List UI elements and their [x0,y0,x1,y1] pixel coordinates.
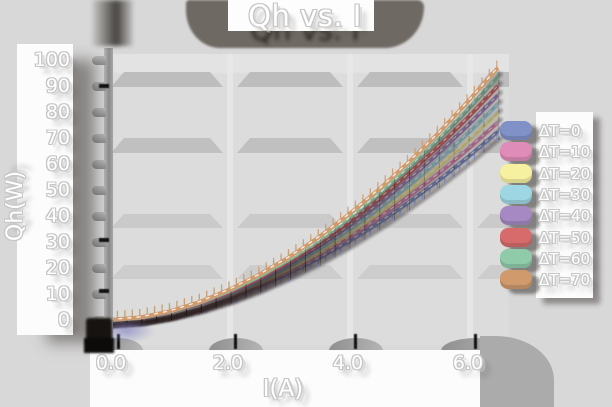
curve-ΔT=60 [108,76,499,322]
legend-entry-label: ΔT=10 [539,143,591,162]
y-tick-label: 100 [33,49,70,71]
y-tick-mark [92,108,106,117]
gridline-band [111,72,509,87]
y-tick-label: 30 [45,231,70,253]
curve-fur-shadow [126,70,500,326]
curve-shadow [111,71,503,328]
legend-entry-label: ΔT=40 [539,207,591,226]
legend-entry-label: ΔT=0 [539,122,581,140]
legend-swatch [500,142,532,162]
y-tick-label: 70 [45,127,70,149]
y-tick-label: 20 [45,257,70,279]
legend-entry-label: ΔT=20 [539,164,591,183]
y-tick-mark [92,212,106,221]
curve-shadow [111,80,503,328]
gridline-band-segment [111,72,223,87]
y-tick-label: 50 [45,179,70,201]
legend-entry-label: ΔT=70 [539,271,591,290]
y-tick-mark [92,238,106,247]
vertical-gridline [467,54,473,345]
gridline-band-segment [111,138,223,153]
top-left-shadow-blob [92,0,133,46]
y-tick-label: 10 [45,283,70,305]
x-tick-label: 2.0 [212,352,244,374]
y-axis-title: Qh(W) [3,170,28,242]
y-tick-label: 80 [45,101,70,123]
chart-title: Qh vs. I [248,0,362,33]
curve-highlight [109,67,498,321]
y-tick-label-strip [17,44,73,335]
x-tick-shadow [474,334,477,349]
y-tick-mark [92,56,106,65]
legend-swatch [500,248,532,268]
legend-swatch [500,227,532,247]
y-tick-shadow [99,238,109,242]
y-tick-label: 60 [45,153,70,175]
y-tick-label: 90 [45,75,70,97]
gridline-band-segment [111,214,223,228]
gridline-band-segment [357,265,463,279]
title-background-box [228,0,374,31]
curve-highlight [109,86,498,321]
y-tick-shadow [99,289,109,293]
plot-area [111,54,509,345]
legend-entry-label: ΔT=50 [539,228,591,247]
curve-fur-shadow [126,88,500,326]
y-tick-label: 40 [45,205,70,227]
y-axis-line [104,48,113,352]
legend-swatch [500,184,532,204]
gridline-band-segment [237,138,343,153]
legend-entry-label: ΔT=30 [539,185,591,204]
x-tick-shadow [234,334,237,349]
y-tick-shadow [99,84,109,88]
y-tick-label: 0 [57,309,70,331]
curve-ΔT=70 [108,67,499,322]
x-tick-label: 6.0 [452,352,484,374]
curve-highlight [109,77,498,321]
y-tick-mark [92,134,106,143]
x-tick-label: 4.0 [332,352,364,374]
legend-swatch [500,163,532,183]
gridline-band-segment [237,72,343,87]
vertical-gridline [227,54,233,345]
gridline-band-segment [357,72,463,87]
legend-entry-label: ΔT=60 [539,249,591,268]
legend-swatch [500,270,532,290]
origin-shadow-blob-2 [84,338,114,353]
curve-highlight [109,95,498,321]
curve-ΔT=50 [108,85,499,322]
legend-swatch [500,121,532,140]
y-tick-mark [92,290,106,299]
vertical-gridline [347,54,353,345]
x-tick-label-strip [90,350,480,407]
y-tick-mark [92,160,106,169]
x-axis-title: I(A) [262,376,304,402]
curve-fur-shadow [126,79,500,326]
y-tick-mark [92,264,106,273]
curve-fur [116,60,498,319]
gridline-band-segment [111,265,223,279]
y-tick-mark [92,186,106,195]
x-tick-shadow [354,334,357,349]
x-tick-label: 0.0 [95,352,127,374]
legend-background [536,112,593,298]
origin-glow [108,322,154,343]
legend-swatch [500,206,532,226]
gridline-band-segment [237,214,343,228]
curve-fur [116,69,498,319]
